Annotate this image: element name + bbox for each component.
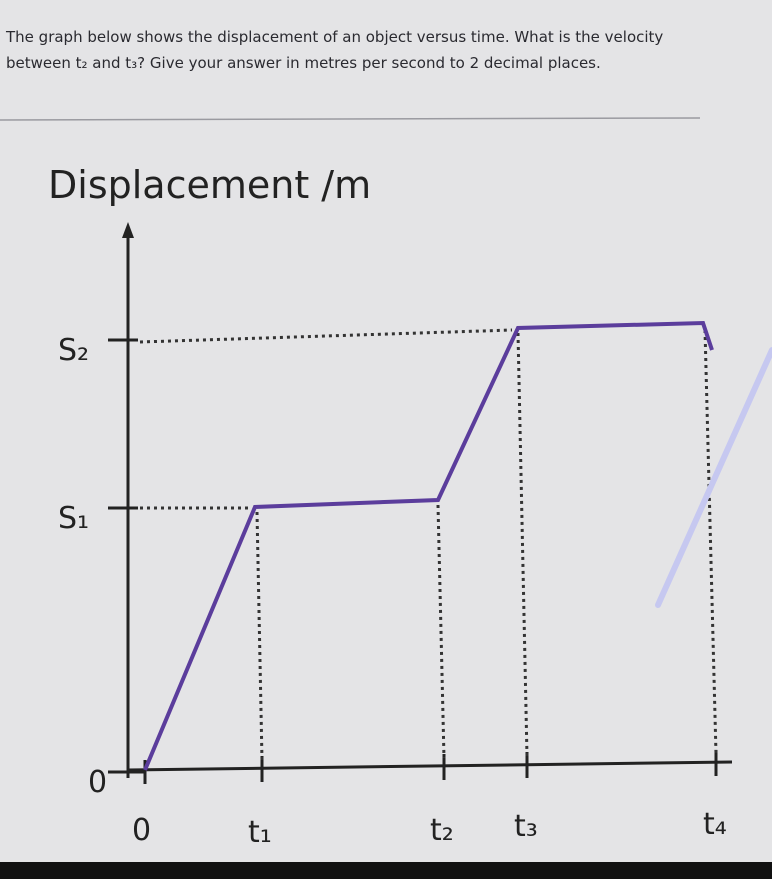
x-label: t₁ bbox=[248, 815, 272, 850]
x-label: t₂ bbox=[430, 813, 454, 848]
glare bbox=[655, 347, 772, 608]
x-label: t₃ bbox=[514, 809, 538, 844]
y-label: S₂ bbox=[58, 333, 89, 368]
displacement-line bbox=[143, 320, 714, 771]
question-text: The graph below shows the displacement o… bbox=[6, 28, 664, 72]
y-arrow bbox=[122, 222, 134, 238]
y-label: S₁ bbox=[58, 501, 89, 536]
ticks bbox=[108, 338, 718, 784]
y-label: 0 bbox=[88, 765, 107, 800]
y-axis-title: Displacement /m bbox=[48, 163, 371, 207]
x-label: t₄ bbox=[703, 807, 727, 842]
x-axis bbox=[127, 760, 733, 772]
x-label: 0 bbox=[132, 813, 151, 848]
divider bbox=[0, 117, 701, 121]
guide-lines bbox=[139, 328, 718, 761]
screen-edge bbox=[0, 862, 772, 879]
